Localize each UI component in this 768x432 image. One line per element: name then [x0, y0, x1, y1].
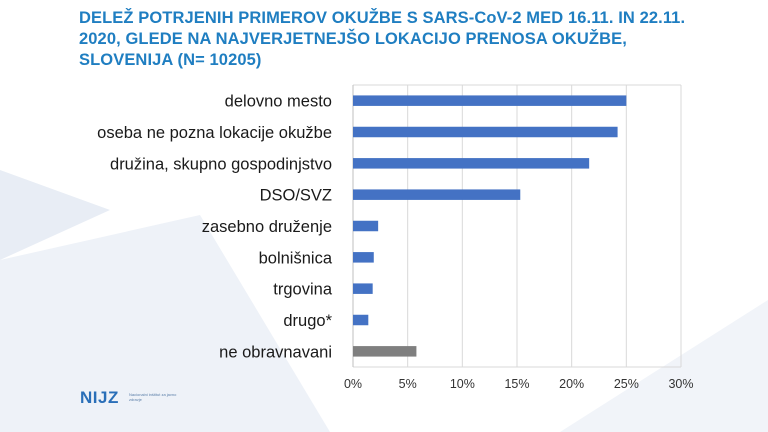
x-tick-label: 0%	[344, 377, 362, 391]
nijz-logo: NIJZ Nacionalni inštitut za javno zdravj…	[80, 388, 180, 412]
bar	[353, 158, 590, 169]
x-tick-label: 25%	[614, 377, 639, 391]
category-label: bolnišnica	[259, 249, 333, 267]
chart-title: DELEŽ POTRJENIH PRIMEROV OKUŽBE S SARS-C…	[79, 9, 686, 69]
logo-text: NIJZ	[80, 388, 119, 407]
background-shape-left	[0, 170, 110, 260]
bar	[353, 252, 374, 263]
background-shape-right	[560, 300, 768, 432]
x-tick-label: 10%	[450, 377, 475, 391]
category-label: zasebno druženje	[202, 218, 332, 236]
category-label: družina, skupno gospodinjstvo	[110, 155, 332, 173]
category-label: trgovina	[273, 281, 333, 299]
x-tick-label: 20%	[559, 377, 584, 391]
bar	[353, 95, 627, 106]
category-label: ne obravnavani	[219, 343, 332, 361]
bars	[353, 95, 627, 357]
x-tick-label: 15%	[504, 377, 529, 391]
logo-mark: NIJZ	[80, 388, 119, 408]
bar	[353, 283, 373, 294]
bar	[353, 126, 618, 138]
bar	[353, 189, 521, 200]
background-shape-bottom	[0, 215, 330, 432]
logo-subtitle: Nacionalni inštitut za javno zdravje	[129, 392, 177, 402]
category-label: DSO/SVZ	[260, 187, 332, 205]
x-tick-label: 30%	[668, 377, 693, 391]
category-label: oseba ne pozna lokacije okužbe	[97, 124, 332, 142]
bar	[353, 314, 369, 326]
category-labels: delovno mesto oseba ne pozna lokacije oku…	[97, 93, 333, 362]
category-label: drugo*	[283, 312, 332, 330]
bar	[353, 346, 417, 357]
tick-labels: 0% 5% 10% 15% 20% 25% 30%	[344, 377, 694, 391]
x-tick-label: 5%	[399, 377, 417, 391]
bar	[353, 220, 379, 232]
category-label: delovno mesto	[225, 93, 332, 111]
